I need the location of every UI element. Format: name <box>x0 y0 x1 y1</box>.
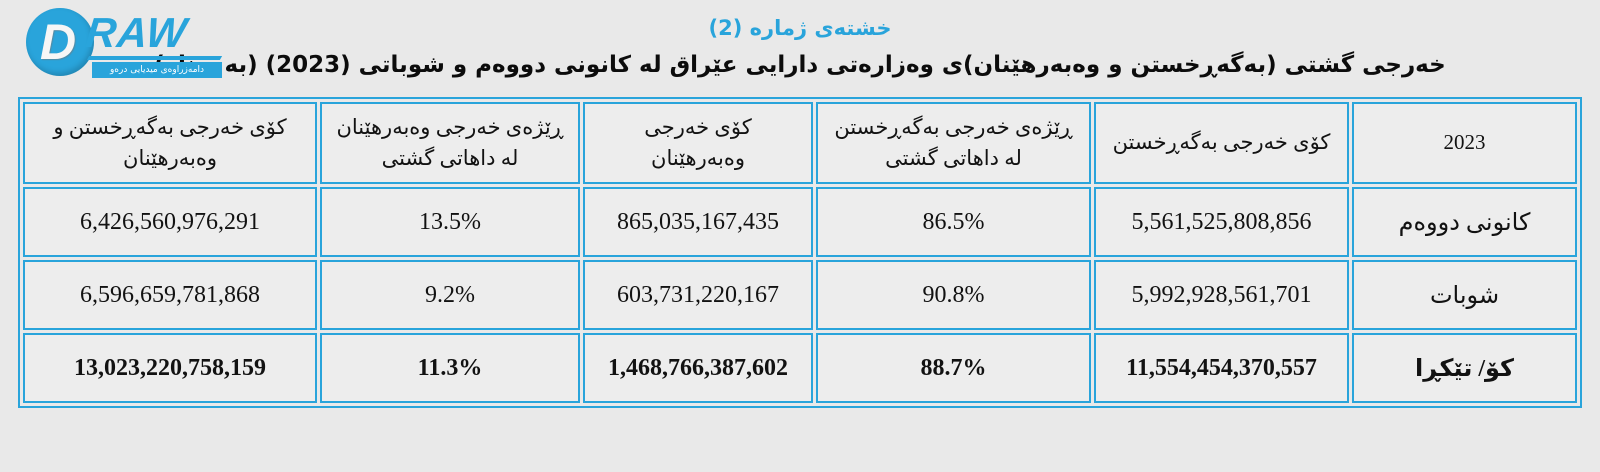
draw-logo-letter: D <box>39 14 77 70</box>
cell-january-operating-share: 86.5% <box>816 187 1091 257</box>
cell-total-investment-total: 1,468,766,387,602 <box>583 333 813 403</box>
cell-february-investment-share: 9.2% <box>320 260 580 330</box>
draw-wordmark: RAW <box>83 9 190 56</box>
cell-february-month: شوبات <box>1352 260 1577 330</box>
cell-total-combined-total: 13,023,220,758,159 <box>23 333 317 403</box>
expenditure-table: 2023 کۆی خەرجی بەگەڕخستن ڕێژەی خەرجی بەگ… <box>18 97 1582 408</box>
cell-january-month: کانونی دووەم <box>1352 187 1577 257</box>
cell-total-operating-total: 11,554,454,370,557 <box>1094 333 1349 403</box>
header-row: 2023 کۆی خەرجی بەگەڕخستن ڕێژەی خەرجی بەگ… <box>23 102 1577 184</box>
table-number-title: خشتەی ژمارە (2) <box>708 16 892 40</box>
header-investment-share: ڕێژەی خەرجی وەبەرهێنان لە داهاتی گشتی <box>320 102 580 184</box>
cell-total-investment-share: 11.3% <box>320 333 580 403</box>
cell-february-investment-total: 603,731,220,167 <box>583 260 813 330</box>
cell-total-label: کۆ/ تێکڕا <box>1352 333 1577 403</box>
row-january: کانونی دووەم 5,561,525,808,856 86.5% 865… <box>23 187 1577 257</box>
draw-logo: D RAW دامەزراوەی میدیایی درەو <box>26 4 241 90</box>
cell-january-investment-share: 13.5% <box>320 187 580 257</box>
cell-february-operating-share: 90.8% <box>816 260 1091 330</box>
row-february: شوبات 5,992,928,561,701 90.8% 603,731,22… <box>23 260 1577 330</box>
header-operating-share: ڕێژەی خەرجی بەگەڕخستن لە داهاتی گشتی <box>816 102 1091 184</box>
cell-january-operating-total: 5,561,525,808,856 <box>1094 187 1349 257</box>
cell-january-investment-total: 865,035,167,435 <box>583 187 813 257</box>
header-operating-total: کۆی خەرجی بەگەڕخستن <box>1094 102 1349 184</box>
draw-logo-tagline: دامەزراوەی میدیایی درەو <box>92 62 222 78</box>
row-total: کۆ/ تێکڕا 11,554,454,370,557 88.7% 1,468… <box>23 333 1577 403</box>
cell-february-operating-total: 5,992,928,561,701 <box>1094 260 1349 330</box>
cell-february-combined-total: 6,596,659,781,868 <box>23 260 317 330</box>
draw-logo-underline <box>86 56 223 60</box>
header-investment-total: کۆی خەرجی وەبەرهێنان <box>583 102 813 184</box>
cell-january-combined-total: 6,426,560,976,291 <box>23 187 317 257</box>
cell-total-operating-share: 88.7% <box>816 333 1091 403</box>
header-year: 2023 <box>1352 102 1577 184</box>
expenditure-table-wrapper: 2023 کۆی خەرجی بەگەڕخستن ڕێژەی خەرجی بەگ… <box>18 97 1582 408</box>
draw-logo-mark: D <box>26 8 94 76</box>
header-combined-total: کۆی خەرجی بەگەڕخستن و وەبەرهێنان <box>23 102 317 184</box>
